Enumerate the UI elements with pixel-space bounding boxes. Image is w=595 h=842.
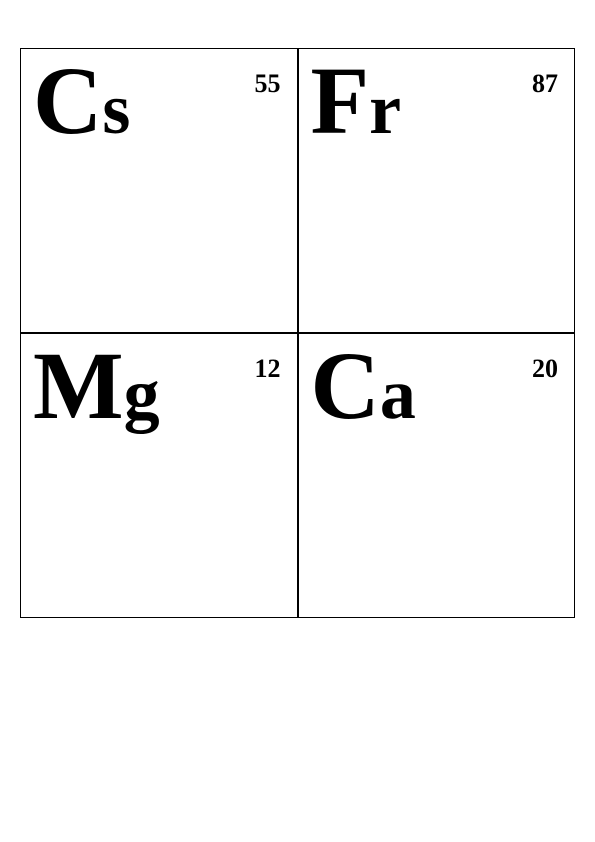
- symbol-first-letter: M: [33, 332, 124, 439]
- symbol-first-letter: C: [33, 47, 102, 154]
- atomic-number: 87: [532, 69, 558, 99]
- symbol-rest: a: [380, 354, 416, 434]
- element-cell: Ca 20: [298, 333, 576, 618]
- element-symbol: Mg: [33, 338, 160, 434]
- symbol-first-letter: F: [311, 47, 370, 154]
- atomic-number: 20: [532, 354, 558, 384]
- element-symbol: Cs: [33, 53, 130, 149]
- symbol-rest: g: [124, 354, 160, 434]
- element-cell: Cs 55: [20, 48, 298, 333]
- symbol-rest: r: [369, 69, 401, 149]
- element-symbol: Fr: [311, 53, 402, 149]
- element-symbol: Ca: [311, 338, 416, 434]
- element-cell: Mg 12: [20, 333, 298, 618]
- element-grid: Cs 55 Fr 87 Mg 12 Ca 20: [20, 48, 575, 618]
- symbol-first-letter: C: [311, 332, 380, 439]
- atomic-number: 55: [255, 69, 281, 99]
- atomic-number: 12: [255, 354, 281, 384]
- element-cell: Fr 87: [298, 48, 576, 333]
- symbol-rest: s: [102, 69, 130, 149]
